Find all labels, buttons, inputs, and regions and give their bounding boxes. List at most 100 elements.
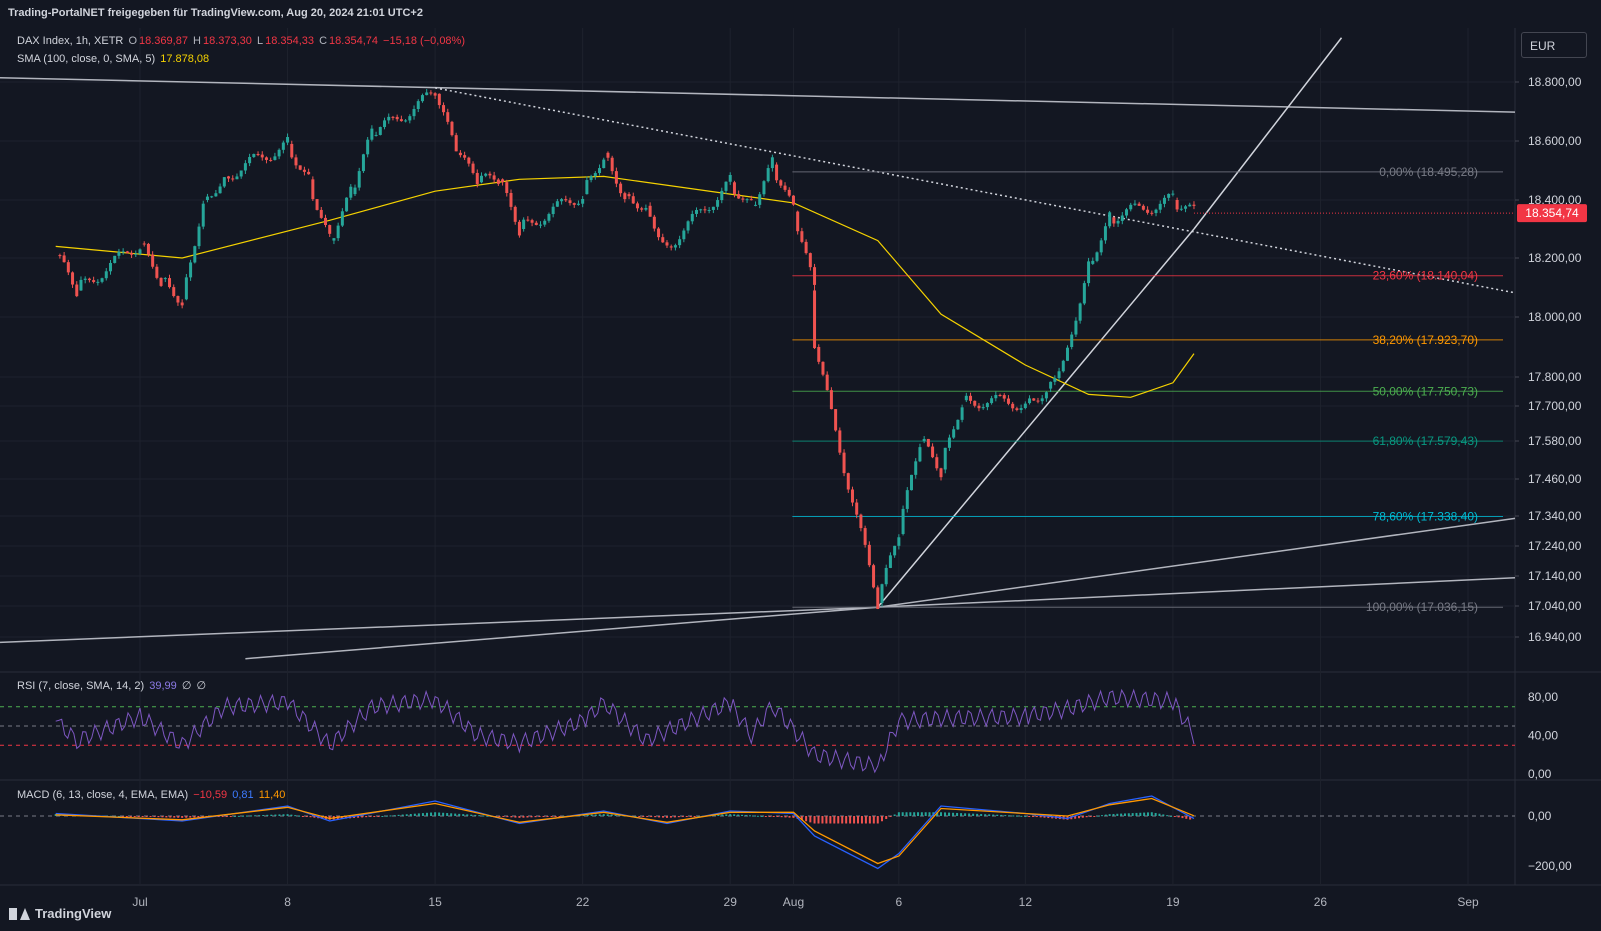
candle-body — [678, 239, 682, 246]
macd-hist-bar — [948, 812, 951, 816]
macd-hist-bar — [996, 814, 999, 816]
candle-body — [353, 187, 357, 195]
candle-body — [442, 105, 446, 113]
high-value: 18.373,30 — [202, 35, 252, 47]
macd-hist-bar — [901, 812, 904, 816]
macd-hist-bar — [780, 816, 783, 818]
macd-hist-bar — [598, 814, 601, 816]
macd-hist-bar — [462, 814, 465, 816]
candle-body — [277, 149, 281, 157]
fib-level-label: 38,20% (17.923,70) — [1373, 333, 1478, 347]
candle-body — [576, 203, 580, 205]
candle-body — [821, 361, 825, 375]
candle-body — [926, 438, 930, 447]
macd-hist-bar — [1012, 815, 1015, 817]
footer-brand[interactable]: TradingView — [9, 906, 111, 921]
candle-body — [834, 409, 838, 431]
macd-hist-bar — [813, 816, 816, 824]
macd-hist-bar — [498, 816, 501, 817]
macd-hist-bar — [514, 816, 517, 818]
macd-hist-bar — [909, 812, 912, 816]
candle-body — [564, 199, 568, 201]
candle-body — [598, 168, 602, 174]
candle-body — [256, 154, 260, 156]
candle-body — [412, 108, 416, 117]
x-tick-label: 29 — [724, 895, 738, 909]
macd-hist-bar — [510, 816, 513, 818]
macd-hist-bar — [434, 812, 437, 816]
y-tick-label: 18.600,00 — [1528, 134, 1582, 148]
macd-hist-bar — [189, 816, 192, 818]
candle-body — [572, 203, 576, 205]
macd-hist-bar — [1008, 815, 1011, 817]
sma-legend[interactable]: SMA (100, close, 0, SMA, 5) 17.878,08 — [17, 53, 211, 65]
macd-hist-bar — [889, 816, 892, 817]
candle-body — [551, 206, 555, 215]
candle-body — [762, 181, 766, 195]
macd-hist-bar — [282, 814, 285, 816]
brand-label: TradingView — [35, 906, 112, 921]
candle-body — [711, 206, 715, 210]
macd-hist-bar — [590, 814, 593, 816]
macd-hist-bar — [229, 816, 232, 817]
macd-hist-bar — [550, 816, 553, 817]
candle-body — [1061, 360, 1065, 372]
macd-hist-bar — [825, 816, 828, 824]
macd-hist-bar — [262, 814, 265, 816]
macd-legend[interactable]: MACD (6, 13, close, 4, EMA, EMA) −10,59 … — [17, 789, 287, 801]
candle-body — [901, 508, 905, 534]
candle-body — [547, 214, 551, 221]
candle-body — [130, 253, 134, 255]
candle-body — [1141, 205, 1145, 210]
macd-hist-bar — [1004, 815, 1007, 817]
last-price-tag — [1517, 204, 1587, 223]
candle-body — [1040, 398, 1044, 402]
macd-hist-bar — [968, 813, 971, 816]
macd-hist-bar — [1112, 813, 1115, 816]
candle-body — [1133, 203, 1137, 205]
candle-body — [307, 171, 311, 175]
candle-body — [1162, 197, 1166, 204]
candle-body — [454, 135, 458, 152]
candle-body — [985, 403, 989, 408]
macd-hist-bar — [1154, 812, 1157, 816]
candle-body — [754, 204, 758, 206]
rsi-tick-label: 80,00 — [1528, 690, 1558, 704]
macd-hist-bar — [1162, 814, 1165, 816]
candle-body — [1057, 371, 1061, 379]
macd-hist-bar — [502, 816, 505, 817]
rsi-legend[interactable]: RSI (7, close, SMA, 14, 2) 39,99 ∅ ∅ — [17, 679, 208, 692]
candle-body — [336, 225, 340, 239]
candle-body — [214, 193, 218, 197]
macd-hist-bar — [365, 816, 368, 818]
y-tick-label: 17.140,00 — [1528, 569, 1582, 583]
x-tick-label: 6 — [896, 895, 903, 909]
macd-hist-bar — [298, 815, 301, 817]
macd-hist-bar — [270, 814, 273, 816]
macd-hist-bar — [373, 816, 376, 817]
macd-hist-bar — [792, 816, 795, 818]
candle-body — [977, 405, 981, 409]
candle-body — [686, 221, 690, 231]
candle-body — [467, 157, 471, 164]
macd-hist-bar — [201, 816, 204, 818]
candle-body — [1175, 200, 1179, 210]
candle-body — [146, 243, 150, 255]
macd-hist-bar — [405, 814, 408, 816]
candle-body — [437, 93, 441, 106]
candle-body — [168, 278, 172, 288]
candle-body — [446, 112, 450, 122]
candle-body — [775, 164, 779, 181]
candle-body — [522, 219, 526, 229]
macd-hist-bar — [586, 814, 589, 816]
sma-value: 17.878,08 — [160, 53, 210, 65]
macd-hist-bar — [117, 816, 120, 817]
currency-selector[interactable]: EUR — [1521, 32, 1587, 58]
macd-hist-bar — [1146, 812, 1149, 816]
candle-body — [737, 194, 741, 199]
candle-body — [463, 155, 467, 158]
candle-body — [732, 182, 736, 195]
macd-hist-bar — [713, 815, 716, 817]
macd-hist-bar — [913, 812, 916, 816]
